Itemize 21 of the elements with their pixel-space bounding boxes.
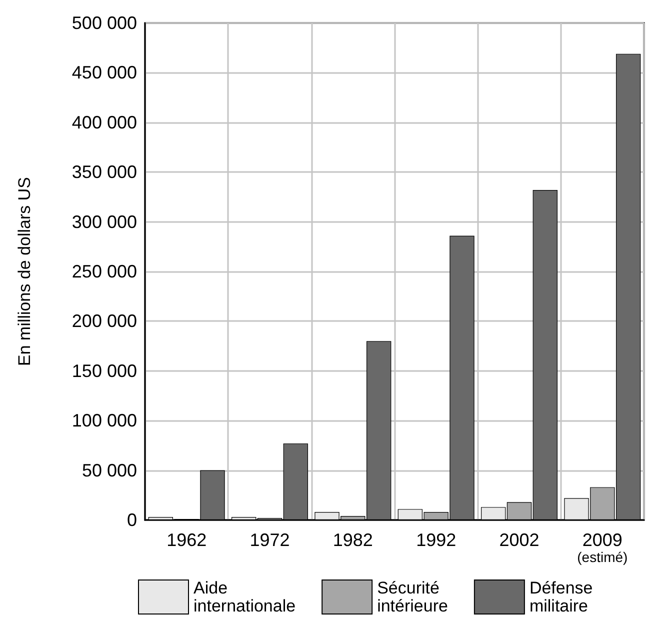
x-tick-label: 1992 — [416, 530, 456, 550]
y-tick-label: 300 000 — [72, 212, 137, 232]
y-axis-title: En millions de dollars US — [15, 177, 34, 366]
y-tick-label: 500 000 — [72, 13, 137, 33]
y-tick-label: 0 — [126, 510, 137, 530]
x-tick-label: 2002 — [499, 530, 540, 550]
y-tick-label: 50 000 — [82, 460, 137, 480]
x-tick-label: 1962 — [166, 530, 207, 550]
x-tick-label: 2009 (estimé) — [577, 530, 628, 565]
y-tick-label: 400 000 — [72, 112, 137, 132]
x-tick-label: 1982 — [332, 530, 373, 550]
legend-label: Aide internationale — [194, 578, 296, 616]
y-tick-label: 250 000 — [72, 262, 137, 282]
x-tick-label: 1972 — [250, 530, 290, 550]
legend-label: Défense militaire — [529, 578, 593, 616]
y-tick-label: 350 000 — [72, 162, 137, 182]
y-tick-label: 150 000 — [72, 360, 137, 381]
y-tick-label: 100 000 — [72, 410, 137, 431]
y-tick-label: 450 000 — [72, 62, 137, 83]
legend-label: Sécurité intérieure — [377, 578, 448, 616]
y-tick-label: 200 000 — [72, 311, 137, 332]
